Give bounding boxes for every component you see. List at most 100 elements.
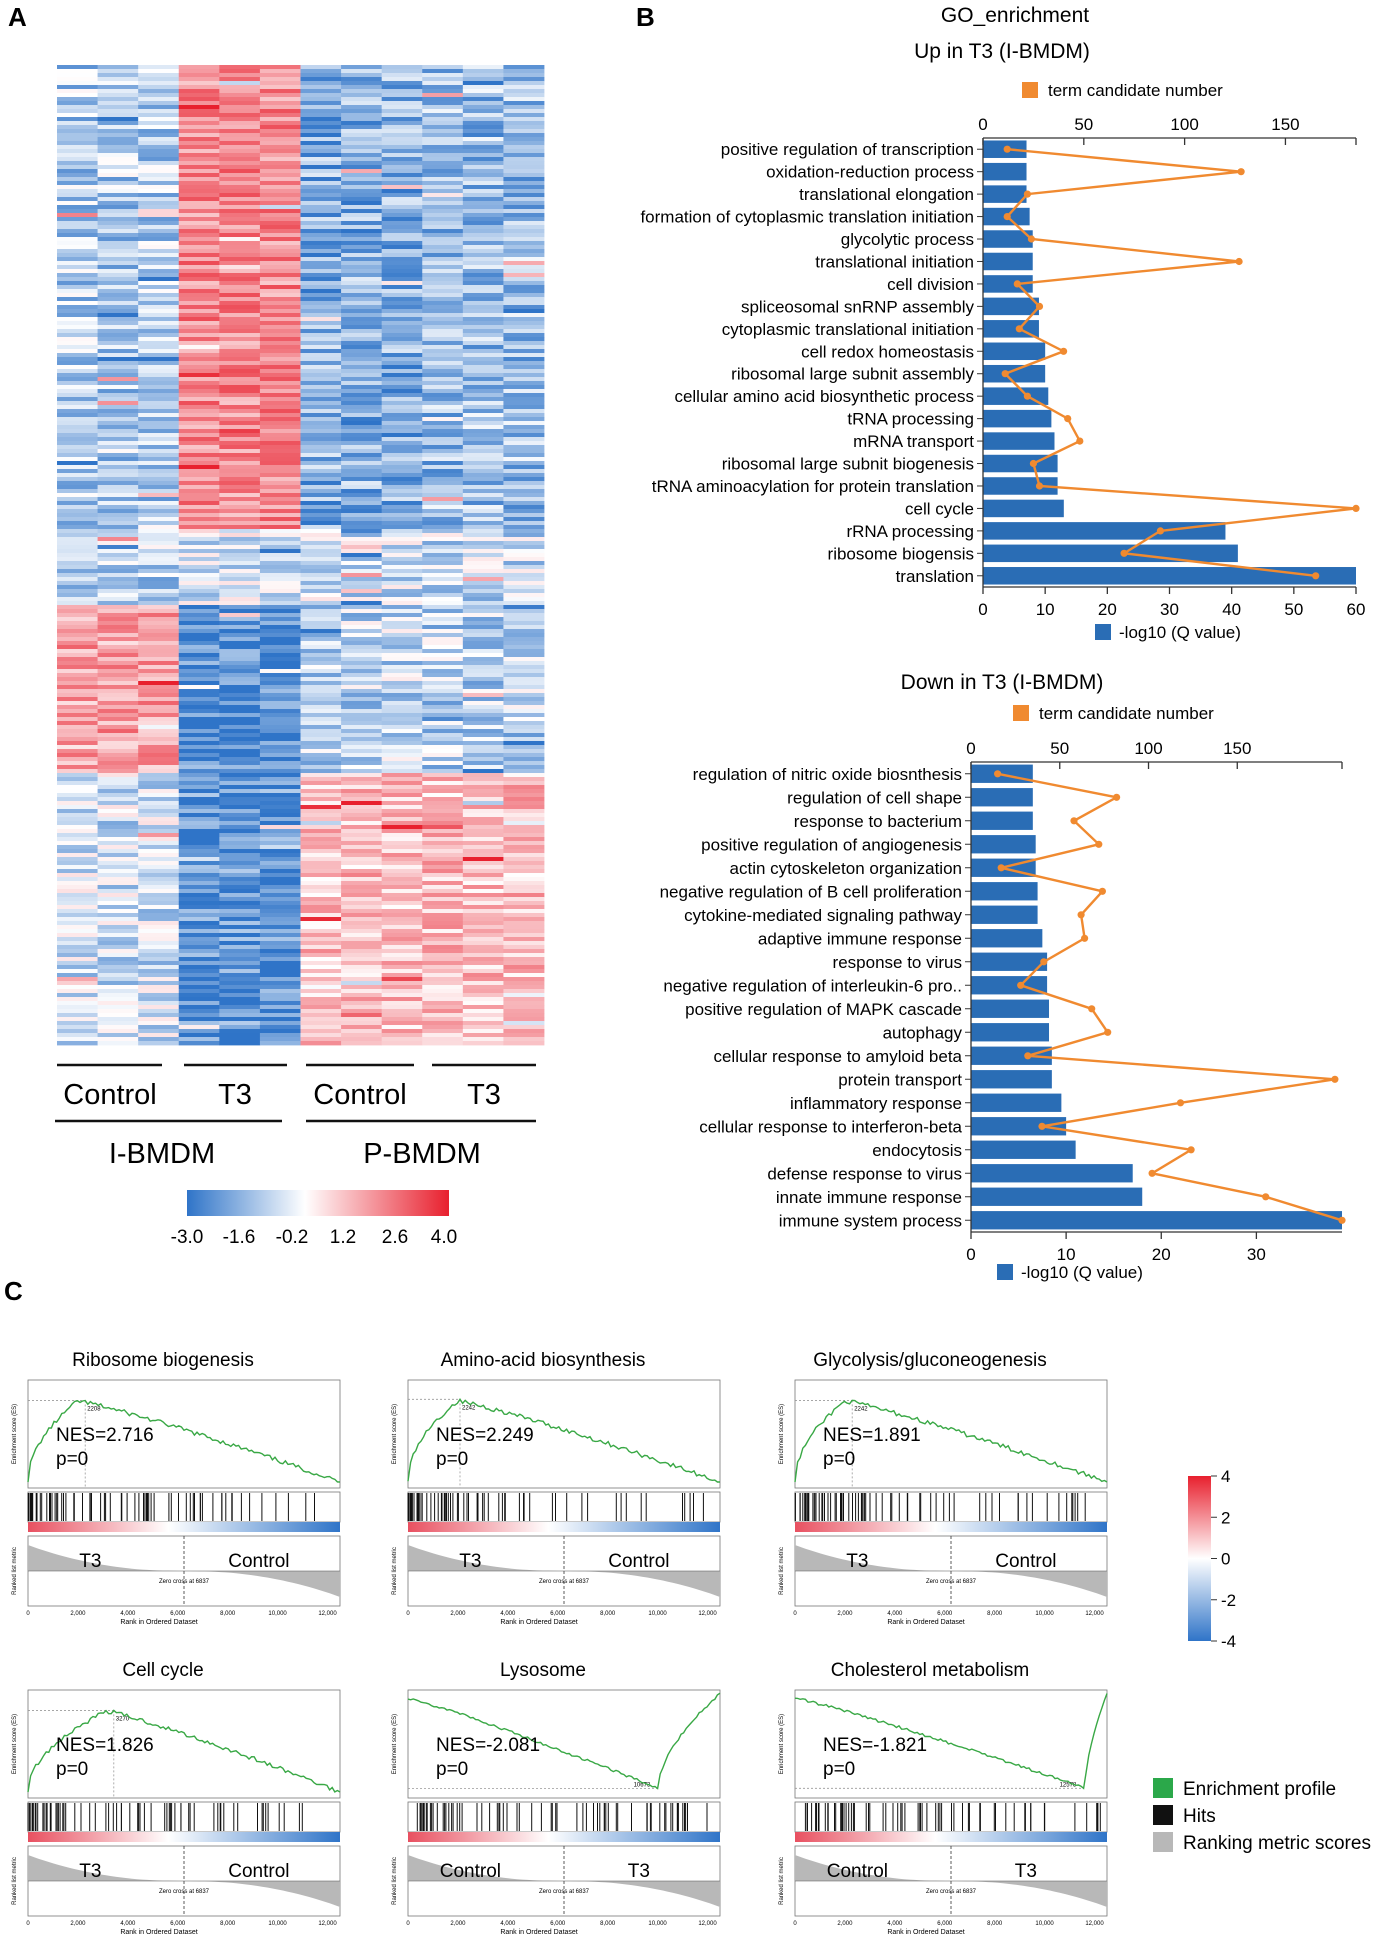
- heatmap-cell: [259, 1033, 301, 1038]
- top-axis-tick-label: 100: [1134, 739, 1162, 758]
- heatmap-cell: [57, 949, 98, 954]
- heatmap-cell: [341, 665, 383, 670]
- heatmap-cell: [300, 373, 342, 378]
- heatmap-cell: [57, 897, 98, 902]
- heatmap-cell: [138, 789, 180, 794]
- heatmap-cell: [462, 537, 504, 542]
- heatmap-cell: [503, 305, 545, 310]
- heatmap-cell: [97, 985, 139, 990]
- heatmap-cell: [381, 109, 423, 114]
- heatmap-cell: [138, 481, 180, 486]
- heatmap-cell: [57, 545, 98, 550]
- heatmap-cell: [341, 565, 383, 570]
- heatmap-cell: [462, 369, 504, 374]
- heatmap-cell: [503, 389, 545, 394]
- heatmap-cell: [97, 801, 139, 806]
- heatmap-cell: [57, 173, 98, 178]
- go-category-label: endocytosis: [872, 1141, 962, 1160]
- heatmap-cell: [300, 161, 342, 166]
- heatmap-cell: [138, 293, 180, 298]
- heatmap-cell: [503, 173, 545, 178]
- heatmap-cell: [300, 621, 342, 626]
- heatmap-cell: [219, 93, 261, 98]
- go-line-point: [1023, 190, 1031, 198]
- go-line-point: [1017, 981, 1025, 989]
- heatmap-cell: [259, 481, 301, 486]
- gsea-legend-swatch: [1153, 1805, 1173, 1825]
- heatmap-cell: [462, 893, 504, 898]
- go-category-label: ribosome biogensis: [828, 544, 974, 563]
- heatmap-cell: [219, 273, 261, 278]
- heatmap-cell: [97, 225, 139, 230]
- heatmap-cell: [341, 337, 383, 342]
- heatmap-cell: [57, 869, 98, 874]
- heatmap-cell: [138, 281, 180, 286]
- gsea-title: Cell cycle: [122, 1660, 203, 1681]
- heatmap-cell: [138, 77, 180, 82]
- heatmap-cell: [219, 349, 261, 354]
- heatmap-cell: [97, 697, 139, 702]
- heatmap-cell: [300, 301, 342, 306]
- legend-swatch-line: [1022, 82, 1038, 98]
- heatmap-cell: [57, 405, 98, 410]
- heatmap-cell: [381, 769, 423, 774]
- heatmap-cell: [341, 213, 383, 218]
- heatmap-cell: [259, 173, 301, 178]
- heatmap-cell: [178, 601, 220, 606]
- heatmap-cell: [259, 497, 301, 502]
- heatmap-cell: [422, 473, 464, 478]
- heatmap-cell: [219, 345, 261, 350]
- heatmap-cell: [341, 149, 383, 154]
- go-line-point: [1104, 1028, 1112, 1036]
- heatmap-cell: [219, 313, 261, 318]
- heatmap-cell: [422, 229, 464, 234]
- heatmap-cell: [219, 417, 261, 422]
- heatmap-cell: [178, 401, 220, 406]
- heatmap-cell: [97, 833, 139, 838]
- heatmap-cell: [422, 701, 464, 706]
- heatmap-cell: [219, 977, 261, 982]
- go-bar: [971, 952, 1048, 971]
- heatmap-cell: [300, 825, 342, 830]
- heatmap-cell: [178, 509, 220, 514]
- heatmap-cell: [219, 241, 261, 246]
- heatmap-cell: [219, 365, 261, 370]
- heatmap-cell: [462, 413, 504, 418]
- heatmap-cell: [219, 493, 261, 498]
- heatmap-cell: [300, 1005, 342, 1010]
- heatmap-cell: [259, 517, 301, 522]
- go-bar: [983, 454, 1058, 473]
- heatmap-cell: [138, 329, 180, 334]
- heatmap-cell: [138, 317, 180, 322]
- heatmap-cell: [341, 469, 383, 474]
- gsea-x-tick: 12,000: [318, 1611, 337, 1617]
- heatmap-cell: [259, 585, 301, 590]
- heatmap-cell: [219, 645, 261, 650]
- heatmap-cell: [462, 681, 504, 686]
- heatmap-cell: [138, 661, 180, 666]
- heatmap-cell: [503, 681, 545, 686]
- heatmap-cell: [381, 129, 423, 134]
- heatmap-cell: [57, 821, 98, 826]
- heatmap-cell: [259, 629, 301, 634]
- heatmap-cell: [259, 649, 301, 654]
- heatmap-cell: [300, 925, 342, 930]
- heatmap-cell: [178, 453, 220, 458]
- heatmap-cell: [462, 185, 504, 190]
- heatmap-cell: [503, 185, 545, 190]
- heatmap-cell: [341, 585, 383, 590]
- go-line-point: [1003, 145, 1011, 153]
- heatmap-cell: [462, 637, 504, 642]
- heatmap-cell: [300, 357, 342, 362]
- heatmap-cell: [341, 573, 383, 578]
- heatmap-cell: [422, 1009, 464, 1014]
- heatmap-cell: [138, 753, 180, 758]
- heatmap-cell: [503, 517, 545, 522]
- heatmap-cell: [259, 301, 301, 306]
- heatmap-cell: [462, 257, 504, 262]
- heatmap-cell: [422, 161, 464, 166]
- heatmap-cell: [138, 141, 180, 146]
- heatmap-cell: [422, 977, 464, 982]
- heatmap-cell: [57, 865, 98, 870]
